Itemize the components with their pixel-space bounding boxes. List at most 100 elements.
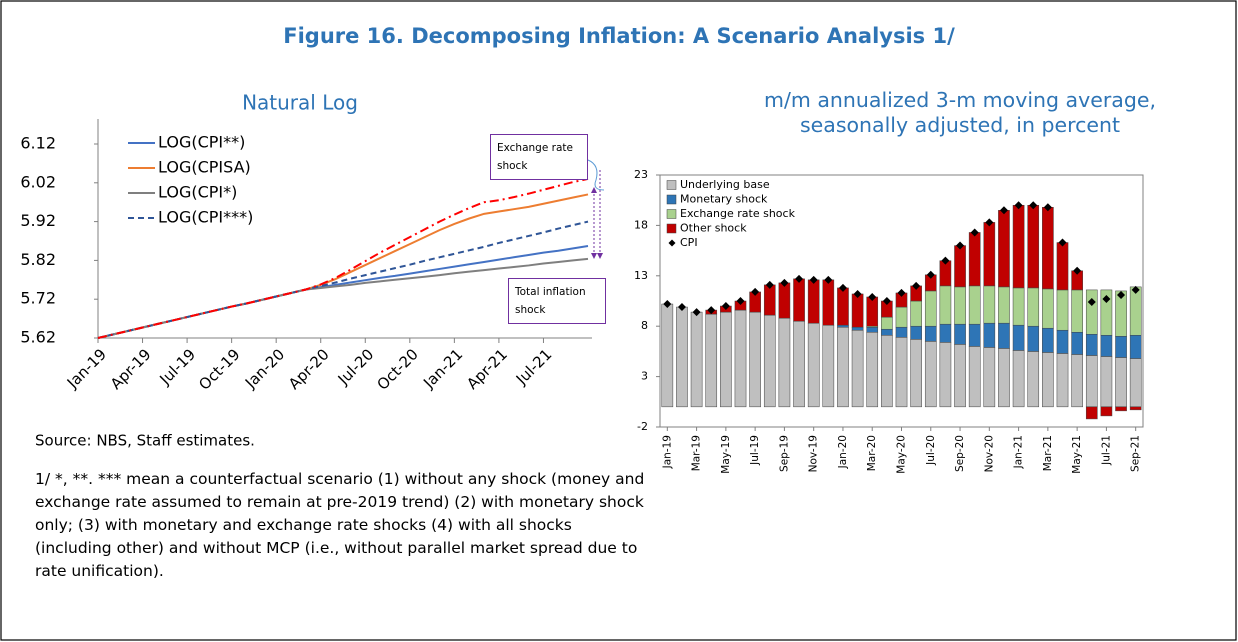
bar-segment [968, 285, 981, 325]
y-tick-label: 6.02 [20, 172, 56, 191]
x-tick-label: Oct-19 [195, 345, 243, 393]
bar-segment [763, 314, 776, 408]
annotation: Total inflation shock [508, 278, 606, 324]
bar-segment [954, 323, 966, 345]
bar-segment [1027, 204, 1040, 289]
cpi-marker [780, 278, 789, 287]
bar-segment [1027, 351, 1040, 408]
bar-segment [924, 290, 937, 327]
cpi-marker [795, 274, 804, 283]
note: 1/ *, **. *** mean a counterfactual scen… [35, 470, 645, 580]
bar-segment [1027, 325, 1040, 352]
cpi-marker [868, 292, 877, 301]
bar-segment [837, 324, 849, 328]
bar-segment [793, 278, 805, 322]
x-tick-label: Oct-20 [373, 345, 421, 393]
bar-segment [778, 282, 791, 319]
bar-segment [939, 323, 952, 343]
bar-segment [1129, 358, 1142, 408]
x-tick-label: Apr-21 [463, 345, 511, 393]
legend-swatch [666, 223, 677, 234]
x-tick-label: Jan-19 [661, 435, 673, 469]
bar-segment [954, 344, 966, 408]
cpi-marker [853, 289, 862, 298]
x-tick-label: Jul-19 [749, 435, 761, 466]
cpi-marker [1014, 201, 1023, 210]
y-tick-label: 13 [634, 269, 648, 282]
legend-label: Monetary shock [680, 193, 768, 206]
bar-segment [1129, 286, 1142, 336]
cpi-marker [941, 256, 950, 265]
bar-segment [1085, 406, 1098, 420]
bar-segment [954, 245, 966, 288]
cpi-marker [985, 218, 994, 227]
cpi-marker [751, 287, 760, 296]
cpi-marker [956, 241, 965, 250]
x-tick-label: Jan-20 [837, 435, 849, 469]
bar-segment [924, 325, 937, 342]
bar-segment [954, 286, 966, 325]
bar-segment [1115, 336, 1127, 358]
cpi-marker [838, 283, 847, 292]
cpi-marker [1058, 238, 1067, 247]
bar-segment [1085, 289, 1098, 335]
bar-segment [734, 309, 747, 408]
bar-segment [866, 326, 879, 333]
bar-segment [895, 326, 908, 338]
legend-label: LOG(CPISA) [158, 158, 251, 177]
bar-segment [968, 232, 981, 287]
bar-segment [793, 320, 805, 408]
cpi-marker [736, 297, 745, 305]
source: Source: NBS, Staff estimates. [35, 432, 255, 450]
legend-label: LOG(CPI**) [158, 133, 245, 152]
bar-segment [851, 329, 864, 408]
x-tick-label: Jan-21 [1013, 435, 1025, 469]
x-tick-label: Nov-20 [983, 435, 995, 472]
y-tick-label: 6.12 [20, 134, 56, 153]
bar-segment [851, 293, 864, 328]
y-tick-label: 5.62 [20, 328, 56, 347]
bar-segment [1100, 289, 1113, 336]
y-tick-label: 8 [641, 319, 648, 332]
bar-segment [983, 322, 996, 348]
bar-segment [763, 284, 776, 316]
bar-segment [807, 279, 820, 324]
bar-segment [778, 317, 791, 408]
bar-segment [1056, 353, 1069, 408]
x-tick-label: Jul-21 [1100, 435, 1112, 466]
x-tick-label: May-19 [720, 435, 732, 474]
x-tick-label: Mar-19 [691, 435, 703, 471]
bar-segment [998, 210, 1010, 288]
bar-segment [1071, 289, 1083, 333]
bar-segment [1012, 350, 1025, 408]
bar-segment [690, 311, 703, 408]
x-tick-label: Apr-19 [107, 345, 155, 393]
x-tick-label: Jan-20 [241, 345, 288, 392]
cpi-marker [707, 306, 716, 315]
bar-segment [910, 300, 922, 327]
bar-segment [1042, 288, 1054, 329]
cpi-marker [882, 297, 891, 305]
bar-segment [866, 296, 879, 327]
bar-segment [895, 337, 908, 408]
legend-swatch [666, 194, 677, 205]
legend-swatch [666, 180, 677, 190]
y-tick-label: 5.92 [20, 211, 56, 230]
bar-segment [661, 303, 674, 408]
bar-segment [924, 341, 937, 408]
cpi-marker [1043, 203, 1052, 212]
cpi-marker [926, 270, 935, 279]
bar-segment [822, 324, 835, 408]
cpi-marker [721, 302, 730, 311]
bar-segment [720, 311, 732, 408]
bar-segment [1085, 334, 1098, 356]
bar-segment [998, 286, 1010, 324]
series-line [97, 177, 589, 339]
bar-segment [1071, 331, 1083, 355]
legend-label: LOG(CPI*) [158, 183, 237, 202]
cpi-marker [1131, 285, 1140, 294]
bar-segment [983, 222, 996, 287]
